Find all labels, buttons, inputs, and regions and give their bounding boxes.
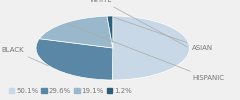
Text: WHITE: WHITE [90,0,187,47]
Text: HISPANIC: HISPANIC [67,24,224,81]
Wedge shape [36,39,113,80]
Text: ASIAN: ASIAN [113,17,213,51]
Wedge shape [39,16,113,48]
Wedge shape [112,16,190,80]
Legend: 50.1%, 29.6%, 19.1%, 1.2%: 50.1%, 29.6%, 19.1%, 1.2% [6,85,135,96]
Wedge shape [107,16,113,48]
Text: BLACK: BLACK [1,47,48,66]
